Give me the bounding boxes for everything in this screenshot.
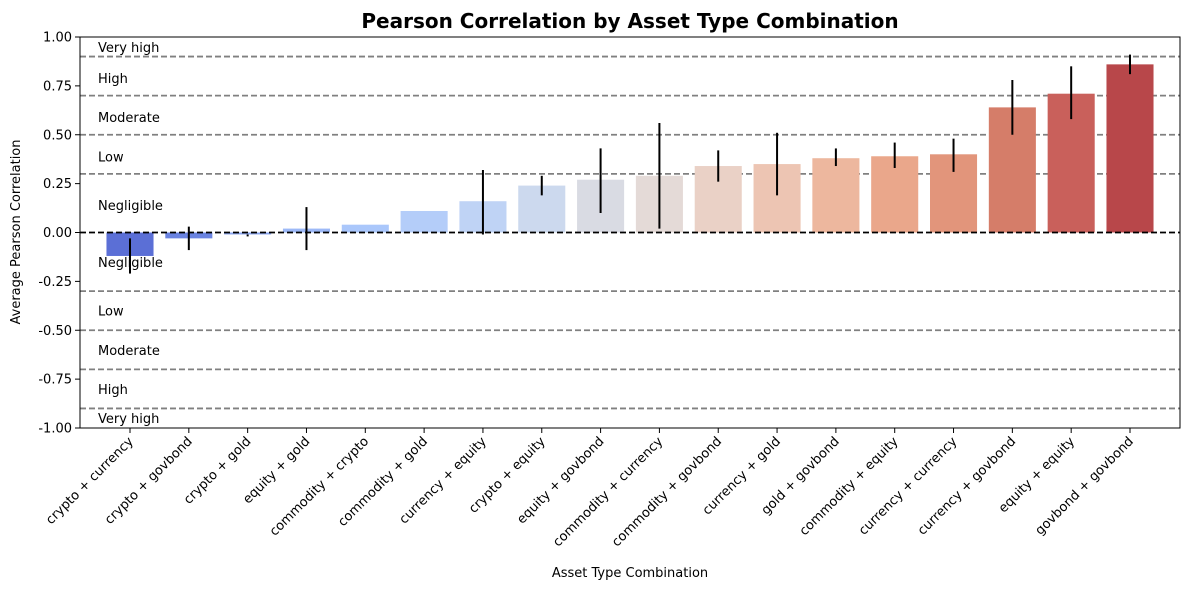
y-tick-label: -0.50 <box>38 324 72 339</box>
y-tick-label: -1.00 <box>38 422 72 437</box>
y-tick-label: -0.25 <box>38 275 72 290</box>
band-label: High <box>98 383 128 398</box>
y-tick-label: 0.00 <box>43 226 72 241</box>
y-tick-label: 0.75 <box>43 79 72 94</box>
x-tick-label: govbond + govbond <box>1033 434 1137 538</box>
bar <box>812 158 859 232</box>
x-tick-label: commodity + crypto <box>267 434 372 539</box>
band-label: Negligible <box>98 256 163 271</box>
band-label: Very high <box>98 412 159 427</box>
bar <box>401 211 448 233</box>
band-label: Moderate <box>98 344 160 359</box>
bar <box>1106 64 1153 232</box>
band-label: Low <box>98 150 124 165</box>
x-tick-label: currency + govbond <box>915 434 1019 538</box>
y-tick-label: -0.75 <box>38 373 72 388</box>
band-label: High <box>98 72 128 87</box>
chart-title: Pearson Correlation by Asset Type Combin… <box>361 9 898 33</box>
band-label: Low <box>98 305 124 320</box>
x-tick-label: currency + currency <box>856 434 960 538</box>
band-label: Moderate <box>98 111 160 126</box>
x-tick-label: commodity + currency <box>550 434 666 550</box>
x-axis-label: Asset Type Combination <box>552 566 708 581</box>
y-tick-label: 1.00 <box>43 31 72 46</box>
x-tick-label: commodity + govbond <box>609 434 725 550</box>
y-tick-label: 0.50 <box>43 128 72 143</box>
x-tick-label: commodity + equity <box>797 434 902 539</box>
plot-area: Very high High Moderate Low Negligible Neglig… <box>38 31 1180 551</box>
band-label: Very high <box>98 41 159 56</box>
bar <box>342 225 389 233</box>
y-tick-label: 0.25 <box>43 177 72 192</box>
band-label: Negligible <box>98 199 163 214</box>
y-axis-label: Average Pearson Correlation <box>9 140 24 325</box>
